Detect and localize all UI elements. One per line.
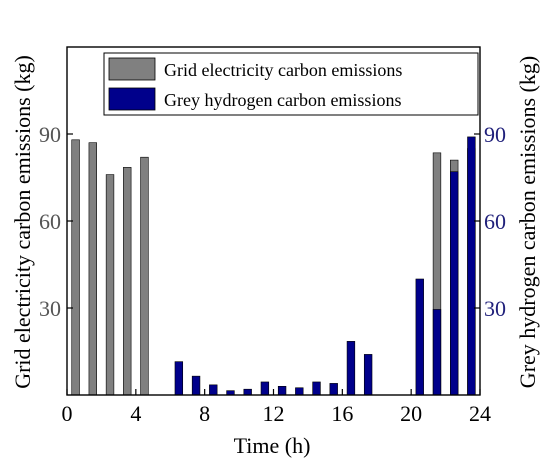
bar-hydrogen-18 xyxy=(363,354,373,396)
bar-grid-3 xyxy=(105,174,115,396)
bar-grid-5 xyxy=(140,156,149,396)
y-axis-left: 30 60 90 xyxy=(39,122,73,321)
legend-box xyxy=(103,52,479,116)
y-axis-left-title: Grid electricity carbon emissions (kg) xyxy=(10,55,35,389)
bar-hydrogen-8 xyxy=(191,375,201,396)
bars-group xyxy=(71,136,476,396)
bar-hydrogen-17 xyxy=(346,341,356,396)
x-tick-label: 16 xyxy=(331,401,353,426)
bar-hydrogen-7 xyxy=(174,361,184,396)
y-axis-right-title: Grey hydrogen carbon emissions (kg) xyxy=(515,56,540,388)
bar-grid-1 xyxy=(71,139,80,396)
bar-hydrogen-9 xyxy=(209,384,218,396)
bar-hydrogen-24 xyxy=(467,136,476,396)
y-right-tick-label: 30 xyxy=(484,296,506,321)
bar-hydrogen-22 xyxy=(432,309,442,396)
bar-hydrogen-15 xyxy=(312,381,321,396)
bar-hydrogen-16 xyxy=(329,383,338,396)
y-axis-right: 30 60 90 xyxy=(474,122,506,321)
x-tick-label: 8 xyxy=(199,401,210,426)
y-right-tick-label: 60 xyxy=(484,209,506,234)
bar-hydrogen-21 xyxy=(415,278,424,396)
x-axis: 0 4 8 12 16 20 24 xyxy=(62,389,491,426)
y-right-tick-label: 90 xyxy=(484,122,506,147)
bar-grid-2 xyxy=(88,142,97,396)
legend: Grid electricity carbon emissions Grey h… xyxy=(103,52,479,116)
bar-hydrogen-12 xyxy=(260,381,270,396)
bar-grid-4 xyxy=(123,167,132,396)
x-tick-label: 24 xyxy=(469,401,491,426)
x-axis-title: Time (h) xyxy=(234,433,311,458)
x-tick-label: 12 xyxy=(263,401,285,426)
legend-label-grid: Grid electricity carbon emissions xyxy=(164,60,402,80)
bar-hydrogen-14 xyxy=(295,387,304,396)
legend-label-hydrogen: Grey hydrogen carbon emissions xyxy=(164,90,401,110)
y-left-tick-label: 60 xyxy=(39,209,61,234)
bar-hydrogen-11 xyxy=(243,388,252,396)
bar-hydrogen-23 xyxy=(450,171,459,396)
y-left-tick-label: 90 xyxy=(39,122,61,147)
x-tick-label: 20 xyxy=(400,401,422,426)
x-tick-label: 4 xyxy=(130,401,141,426)
legend-swatch-grid xyxy=(108,57,156,81)
legend-swatch-hydrogen xyxy=(108,87,156,111)
y-left-tick-label: 30 xyxy=(39,296,61,321)
bar-hydrogen-13 xyxy=(277,385,287,396)
x-tick-label: 0 xyxy=(62,401,73,426)
